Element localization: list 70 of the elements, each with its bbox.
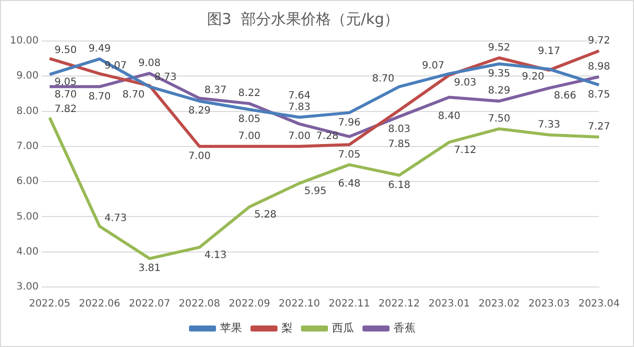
data-label: 7.12 <box>454 144 476 156</box>
data-label: 7.00 <box>188 151 211 162</box>
legend-label: 西瓜 <box>332 321 354 334</box>
x-tick-label: 2023.02 <box>478 298 520 310</box>
data-label: 7.83 <box>288 102 310 113</box>
data-label: 7.33 <box>538 119 560 130</box>
x-tick-label: 2022.10 <box>278 298 320 310</box>
data-label: 5.95 <box>304 186 326 197</box>
data-label: 9.03 <box>454 78 476 89</box>
legend-label: 香蕉 <box>394 321 416 334</box>
data-label: 7.00 <box>238 131 261 142</box>
y-tick-label: 8.00 <box>16 106 39 117</box>
data-label: 8.70 <box>372 73 394 84</box>
data-label: 7.82 <box>54 104 77 116</box>
data-label: 8.70 <box>54 89 77 100</box>
data-label: 7.00 <box>288 131 310 142</box>
data-label: 8.05 <box>238 114 261 126</box>
y-tick-label: 3.00 <box>16 282 39 293</box>
legend-label: 苹果 <box>220 321 242 334</box>
data-label: 8.40 <box>438 110 460 122</box>
x-tick-label: 2022.12 <box>378 298 420 310</box>
data-label: 7.27 <box>588 122 610 133</box>
data-label: 8.29 <box>188 106 211 117</box>
y-tick-label: 9.00 <box>16 70 39 82</box>
data-label: 8.70 <box>122 89 145 100</box>
data-label: 8.66 <box>554 90 576 102</box>
data-label: 7.05 <box>338 149 360 160</box>
data-label: 6.18 <box>388 180 410 191</box>
x-tick-label: 2022.09 <box>228 298 270 310</box>
x-tick-label: 2023.04 <box>578 298 620 310</box>
legend-label: 梨 <box>282 321 292 334</box>
y-tick-label: 7.00 <box>16 141 39 152</box>
y-tick-label: 5.00 <box>16 211 39 222</box>
data-label: 7.64 <box>288 90 310 102</box>
data-label: 7.50 <box>488 113 510 124</box>
y-tick-label: 10.00 <box>10 36 39 47</box>
x-tick-label: 2022.11 <box>328 298 370 310</box>
data-label: 3.81 <box>138 263 161 274</box>
data-label: 8.98 <box>588 61 610 72</box>
data-label: 9.17 <box>538 46 560 57</box>
y-tick-label: 4.00 <box>16 246 39 258</box>
data-label: 9.07 <box>422 60 444 72</box>
data-label: 7.85 <box>388 139 410 150</box>
y-tick-label: 6.00 <box>16 176 39 188</box>
data-label: 4.73 <box>104 212 127 224</box>
data-label: 9.49 <box>88 44 111 55</box>
data-label: 9.20 <box>522 72 544 83</box>
data-label: 9.52 <box>488 42 510 54</box>
data-label: 7.28 <box>316 131 338 142</box>
data-label: 4.13 <box>204 250 227 261</box>
data-label: 9.72 <box>588 35 610 46</box>
data-label: 9.35 <box>488 68 510 80</box>
data-label: 5.28 <box>254 209 277 220</box>
data-label: 8.22 <box>238 88 261 100</box>
data-label: 6.48 <box>338 178 360 190</box>
data-label: 8.29 <box>488 86 510 97</box>
x-tick-label: 2023.01 <box>428 298 470 310</box>
x-tick-label: 2022.06 <box>78 298 120 310</box>
chart-title: 图3 部分水果价格（元/kg） <box>206 10 400 28</box>
x-tick-label: 2023.03 <box>528 298 570 310</box>
x-tick-label: 2022.08 <box>178 298 220 310</box>
data-label: 8.75 <box>588 90 610 101</box>
data-label: 8.70 <box>88 91 111 102</box>
data-label: 9.50 <box>54 45 77 56</box>
data-label: 8.37 <box>204 84 227 96</box>
data-label: 9.08 <box>138 58 161 69</box>
x-tick-label: 2022.07 <box>128 298 170 310</box>
x-tick-label: 2022.05 <box>28 298 70 310</box>
data-label: 7.96 <box>338 117 360 128</box>
data-label: 8.03 <box>388 124 410 135</box>
